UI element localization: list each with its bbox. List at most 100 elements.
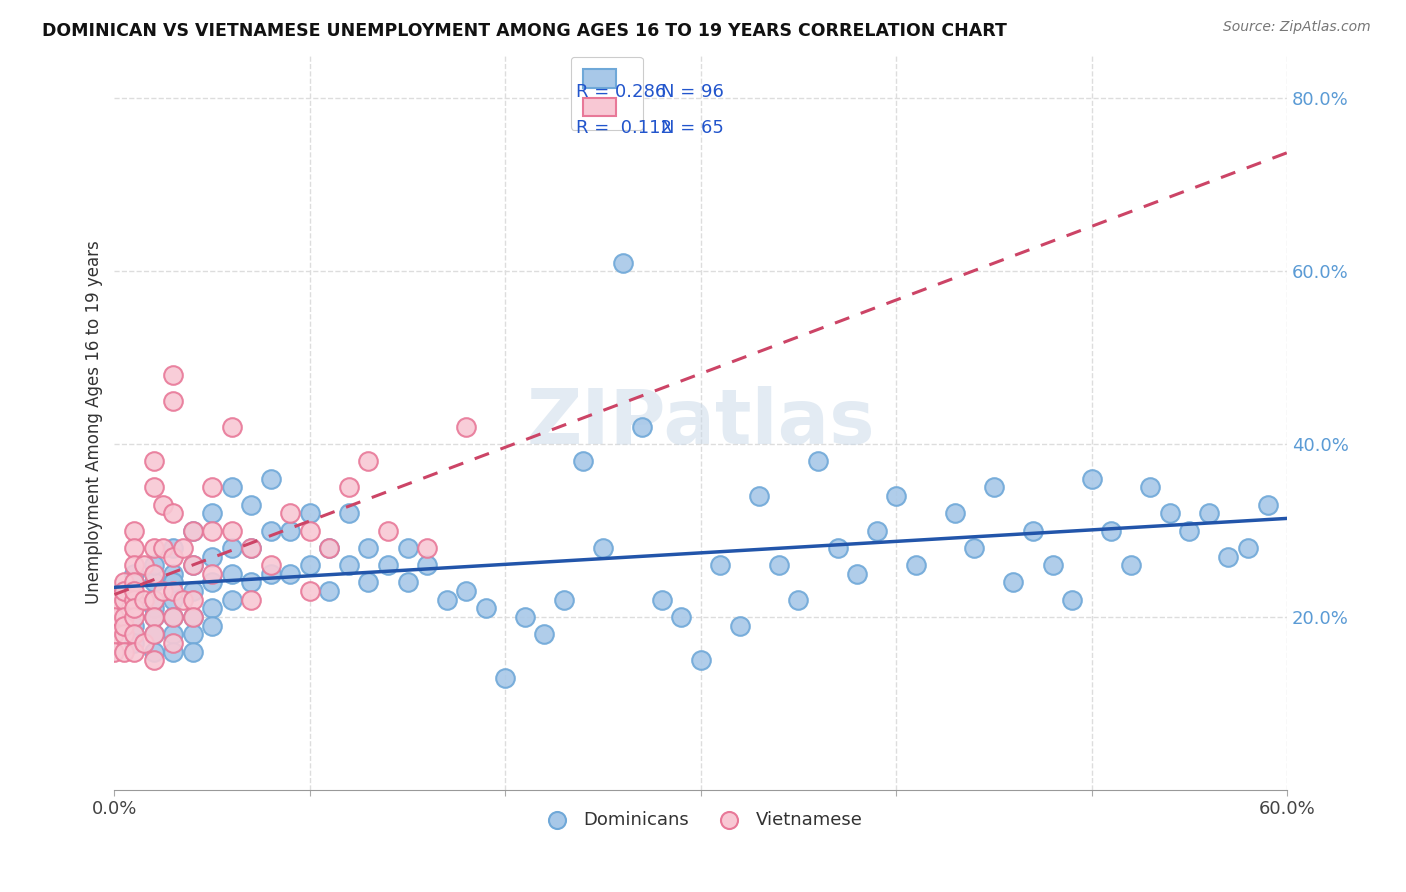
Text: DOMINICAN VS VIETNAMESE UNEMPLOYMENT AMONG AGES 16 TO 19 YEARS CORRELATION CHART: DOMINICAN VS VIETNAMESE UNEMPLOYMENT AMO… [42, 22, 1007, 40]
Point [357, 541, 380, 555]
Point [298, 524, 321, 538]
Point [884, 489, 907, 503]
Point [260, 558, 283, 573]
Point [122, 627, 145, 641]
Point [357, 575, 380, 590]
Point [1218, 549, 1240, 564]
Point [748, 489, 770, 503]
Y-axis label: Unemployment Among Ages 16 to 19 years: Unemployment Among Ages 16 to 19 years [86, 241, 103, 605]
Point [278, 566, 301, 581]
Point [513, 610, 536, 624]
Point [152, 498, 174, 512]
Point [669, 610, 692, 624]
Point [162, 566, 184, 581]
Point [142, 610, 165, 624]
Point [943, 506, 966, 520]
Point [983, 480, 1005, 494]
Text: ZIPatlas: ZIPatlas [526, 385, 875, 459]
Point [122, 644, 145, 658]
Point [152, 584, 174, 599]
Point [201, 549, 224, 564]
Point [142, 653, 165, 667]
Point [181, 524, 204, 538]
Point [142, 566, 165, 581]
Point [709, 558, 731, 573]
Point [416, 558, 439, 573]
Point [103, 627, 125, 641]
Point [152, 541, 174, 555]
Point [240, 575, 263, 590]
Point [142, 575, 165, 590]
Point [103, 610, 125, 624]
Point [132, 558, 155, 573]
Point [181, 592, 204, 607]
Point [1080, 472, 1102, 486]
Point [122, 618, 145, 632]
Point [181, 610, 204, 624]
Point [181, 627, 204, 641]
Point [122, 636, 145, 650]
Point [142, 601, 165, 615]
Point [240, 541, 263, 555]
Point [122, 558, 145, 573]
Point [337, 480, 360, 494]
Point [162, 644, 184, 658]
Point [162, 549, 184, 564]
Point [396, 575, 419, 590]
Point [1198, 506, 1220, 520]
Point [1257, 498, 1279, 512]
Point [572, 454, 595, 468]
Point [142, 454, 165, 468]
Point [142, 610, 165, 624]
Point [162, 610, 184, 624]
Point [132, 592, 155, 607]
Point [436, 592, 458, 607]
Point [787, 592, 810, 607]
Text: Source: ZipAtlas.com: Source: ZipAtlas.com [1223, 20, 1371, 34]
Point [260, 566, 283, 581]
Point [122, 541, 145, 555]
Point [201, 524, 224, 538]
Point [112, 610, 135, 624]
Point [112, 592, 135, 607]
Point [162, 393, 184, 408]
Point [122, 610, 145, 624]
Point [181, 644, 204, 658]
Point [103, 644, 125, 658]
Point [181, 610, 204, 624]
Point [122, 601, 145, 615]
Point [456, 584, 478, 599]
Point [318, 541, 340, 555]
Point [221, 480, 243, 494]
Point [631, 420, 654, 434]
Point [162, 610, 184, 624]
Point [533, 627, 555, 641]
Point [221, 420, 243, 434]
Legend: Dominicans, Vietnamese: Dominicans, Vietnamese [531, 804, 870, 836]
Point [278, 524, 301, 538]
Point [112, 584, 135, 599]
Point [162, 627, 184, 641]
Point [416, 541, 439, 555]
Point [240, 498, 263, 512]
Point [1178, 524, 1201, 538]
Point [162, 368, 184, 382]
Point [142, 592, 165, 607]
Point [201, 575, 224, 590]
Point [201, 601, 224, 615]
Text: N = 65: N = 65 [661, 119, 724, 136]
Point [162, 541, 184, 555]
Point [112, 644, 135, 658]
Point [221, 566, 243, 581]
Point [172, 592, 194, 607]
Text: R = 0.286: R = 0.286 [576, 83, 666, 101]
Point [122, 575, 145, 590]
Text: N = 96: N = 96 [661, 83, 724, 101]
Point [1002, 575, 1025, 590]
Point [142, 627, 165, 641]
Point [122, 592, 145, 607]
Point [1119, 558, 1142, 573]
Point [142, 541, 165, 555]
Point [112, 627, 135, 641]
Point [768, 558, 790, 573]
